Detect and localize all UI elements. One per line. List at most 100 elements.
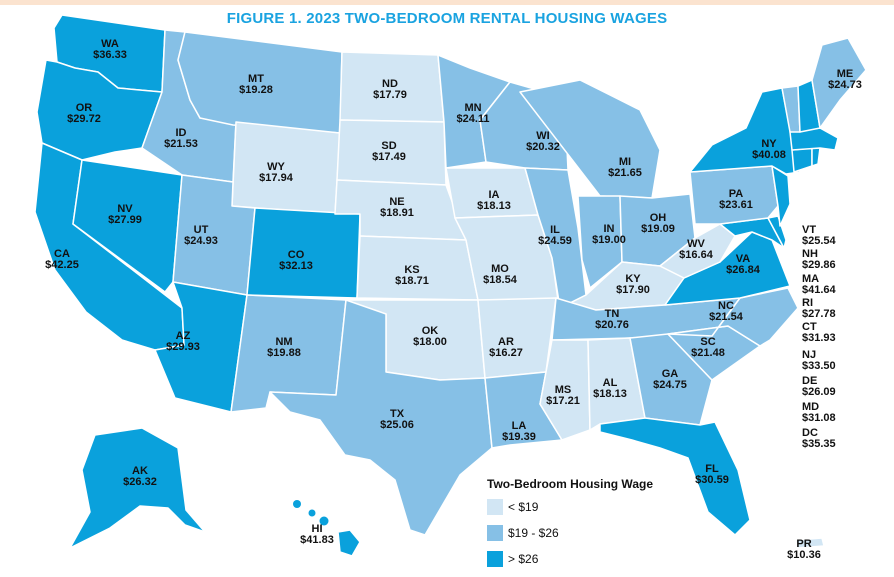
- state-label-sc: SC $21.48: [691, 337, 725, 359]
- legend-swatch-high: [487, 551, 503, 567]
- state-label-or: OR $29.72: [67, 103, 101, 125]
- callout-nj: NJ $33.50: [802, 350, 836, 372]
- state-wage: $18.13: [477, 200, 511, 212]
- callout-ri: RI $27.78: [802, 298, 836, 320]
- state-label-ca: CA $42.25: [45, 249, 79, 271]
- state-shape-de[interactable]: [767, 215, 787, 249]
- state-shape-me[interactable]: [811, 37, 867, 129]
- state-label-co: CO $32.13: [279, 250, 313, 272]
- state-wage: $20.32: [526, 141, 560, 153]
- state-label-va: VA $26.84: [726, 254, 760, 276]
- state-label-id: ID $21.53: [164, 128, 198, 150]
- state-wage: $17.21: [546, 395, 580, 407]
- state-abbr: MD: [802, 401, 820, 413]
- state-abbr: CA: [54, 248, 70, 260]
- state-wage: $24.11: [456, 113, 490, 125]
- state-label-nc: NC $21.54: [709, 301, 743, 323]
- state-abbr: OR: [75, 102, 93, 114]
- state-shape-ct[interactable]: [791, 147, 813, 173]
- state-abbr: MT: [248, 73, 264, 85]
- state-abbr: AK: [132, 465, 148, 477]
- state-wage: $21.65: [608, 167, 642, 179]
- state-wage: $33.50: [802, 360, 836, 372]
- state-wage: $16.27: [489, 347, 523, 359]
- callout-ct: CT $31.93: [802, 322, 836, 344]
- state-wage: $24.73: [828, 79, 862, 91]
- state-abbr: ND: [382, 78, 398, 90]
- state-label-mo: MO $18.54: [483, 264, 517, 286]
- state-wage: $29.93: [166, 341, 200, 353]
- state-abbr: MS: [554, 384, 572, 396]
- state-label-hi: HI $41.83: [300, 524, 334, 546]
- state-label-wi: WI $20.32: [526, 131, 560, 153]
- state-abbr: MI: [618, 156, 632, 168]
- state-wage: $16.64: [679, 249, 713, 261]
- state-shape-fl[interactable]: [599, 417, 751, 536]
- state-label-pa: PA $23.61: [719, 189, 753, 211]
- state-wage: $18.71: [395, 275, 429, 287]
- state-abbr: NV: [117, 203, 133, 215]
- state-wage: $40.08: [752, 149, 786, 161]
- state-label-il: IL $24.59: [538, 225, 572, 247]
- state-label-fl: FL $30.59: [695, 464, 729, 486]
- state-label-mt: MT $19.28: [239, 74, 273, 96]
- legend-swatch-mid: [487, 525, 503, 541]
- state-abbr: NJ: [802, 349, 817, 361]
- state-label-ut: UT $24.93: [184, 225, 218, 247]
- state-abbr: KS: [404, 264, 420, 276]
- state-wage: $19.00: [592, 234, 626, 246]
- state-abbr: MN: [464, 102, 482, 114]
- state-abbr: KY: [625, 273, 641, 285]
- legend: Two-Bedroom Housing Wage < $19 $19 - $26…: [487, 477, 653, 577]
- state-wage: $24.93: [184, 235, 218, 247]
- state-wage: $17.49: [372, 151, 406, 163]
- state-shape-ny[interactable]: [689, 87, 801, 175]
- state-label-mi: MI $21.65: [608, 157, 642, 179]
- state-shape-tx[interactable]: [269, 299, 493, 536]
- state-abbr: RI: [802, 297, 813, 309]
- state-wage: $24.75: [653, 379, 687, 391]
- state-abbr: IA: [488, 189, 500, 201]
- top-accent-bar: [0, 0, 894, 5]
- state-label-oh: OH $19.09: [641, 213, 675, 235]
- state-abbr: PA: [728, 188, 744, 200]
- state-label-me: ME $24.73: [828, 69, 862, 91]
- state-shape-nv[interactable]: [72, 159, 183, 293]
- state-wage: $18.00: [413, 336, 447, 348]
- state-wage: $23.61: [719, 199, 753, 211]
- state-shape-ga[interactable]: [629, 333, 713, 426]
- state-label-tx: TX $25.06: [380, 409, 414, 431]
- state-shape-ri[interactable]: [811, 147, 821, 167]
- state-wage: $41.64: [802, 284, 836, 296]
- state-abbr: CT: [802, 321, 817, 333]
- state-shape-hi[interactable]: [337, 529, 361, 557]
- legend-item-high: > $26: [487, 551, 653, 577]
- state-wage: $20.76: [595, 319, 629, 331]
- state-label-ia: IA $18.13: [477, 190, 511, 212]
- state-label-nv: NV $27.99: [108, 204, 142, 226]
- state-abbr: TN: [604, 308, 620, 320]
- legend-title: Two-Bedroom Housing Wage: [487, 477, 653, 491]
- state-abbr: NH: [802, 248, 818, 260]
- state-abbr: DE: [802, 375, 818, 387]
- state-wage: $19.28: [239, 84, 273, 96]
- state-abbr: IL: [550, 224, 560, 236]
- state-wage: $26.09: [802, 386, 836, 398]
- state-wage: $17.90: [616, 284, 650, 296]
- callout-dc: DC $35.35: [802, 428, 836, 450]
- state-shape-pr[interactable]: [795, 537, 825, 549]
- state-abbr: IN: [603, 223, 615, 235]
- state-shape-in[interactable]: [577, 195, 623, 289]
- callout-ma: MA $41.64: [802, 274, 836, 296]
- state-wage: $18.54: [483, 274, 517, 286]
- state-abbr: TX: [389, 408, 405, 420]
- state-abbr: AZ: [175, 330, 191, 342]
- state-label-az: AZ $29.93: [166, 331, 200, 353]
- state-wage: $25.06: [380, 419, 414, 431]
- state-wage: $27.78: [802, 308, 836, 320]
- state-abbr: UT: [193, 224, 209, 236]
- state-shape-ak[interactable]: [69, 427, 206, 549]
- state-abbr: GA: [661, 368, 679, 380]
- state-wage: $36.33: [93, 49, 127, 61]
- state-wage: $21.54: [709, 311, 743, 323]
